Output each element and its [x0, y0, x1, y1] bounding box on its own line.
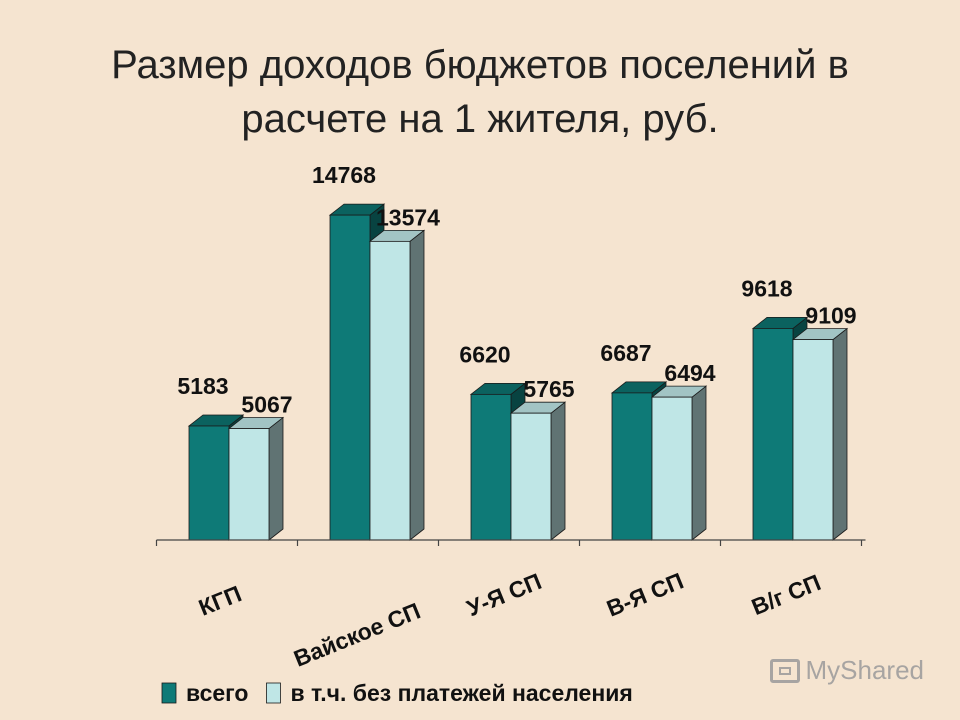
- category-label: Вайское СП: [290, 597, 424, 671]
- legend-label: в т.ч. без платежей населения: [290, 680, 632, 706]
- category-label: КГП: [195, 580, 245, 620]
- bar-excl-1: [368, 229, 426, 541]
- bar-front-face: [510, 412, 552, 541]
- bar-side-face: [832, 327, 848, 541]
- legend: всего в т.ч. без платежей населения: [161, 680, 633, 706]
- data-label: 5067: [241, 392, 292, 418]
- bar-side-face: [268, 416, 284, 541]
- legend-item-0: всего: [161, 680, 248, 706]
- bar-side-face: [409, 229, 425, 541]
- title-line-2: расчете на 1 жителя, руб.: [241, 97, 719, 141]
- bar-excl-3: [650, 385, 708, 541]
- bar-front-face: [792, 339, 834, 541]
- bar-front-face: [369, 240, 411, 541]
- legend-label: всего: [186, 680, 248, 706]
- bar-front-face: [228, 428, 270, 541]
- data-label: 5765: [523, 376, 574, 402]
- x-axis: [155, 539, 866, 546]
- category-label: У-Я СП: [463, 568, 545, 621]
- bar-front-face: [651, 396, 693, 541]
- bar-excl-4: [791, 327, 849, 541]
- legend-swatch: [266, 682, 281, 704]
- bar-side-face: [691, 385, 707, 541]
- bar-front-face: [470, 393, 512, 541]
- watermark-text: MyShared: [805, 655, 925, 685]
- data-label: 13574: [376, 204, 440, 230]
- data-label: 9109: [805, 303, 856, 329]
- data-label: 6620: [459, 341, 510, 367]
- category-labels-group: КГП Вайское СП У-Я СП В-Я СП В/г СП: [195, 567, 824, 671]
- data-label: 9618: [741, 275, 792, 301]
- watermark: MyShared: [769, 655, 925, 686]
- category-label: В-Я СП: [603, 567, 687, 621]
- bar-excl-0: [227, 416, 285, 541]
- data-label: 6494: [664, 360, 715, 386]
- bars-group: [187, 203, 849, 541]
- bar-side-face: [550, 401, 566, 541]
- legend-swatch: [161, 682, 177, 704]
- bar-excl-2: [509, 401, 567, 541]
- projector-icon: [769, 658, 800, 683]
- bar-total-1: [328, 203, 386, 541]
- data-label: 14768: [312, 162, 376, 188]
- page-title: Размер доходов бюджетов поселений в расч…: [0, 38, 960, 146]
- bar-front-face: [611, 392, 653, 541]
- data-label: 6687: [600, 340, 651, 366]
- data-label: 5183: [177, 373, 228, 399]
- legend-item-1: в т.ч. без платежей населения: [266, 680, 633, 706]
- category-label: В/г СП: [748, 569, 825, 620]
- bar-front-face: [188, 425, 230, 541]
- bar-front-face: [752, 328, 794, 541]
- title-line-1: Размер доходов бюджетов поселений в: [111, 43, 849, 87]
- bar-front-face: [329, 214, 371, 541]
